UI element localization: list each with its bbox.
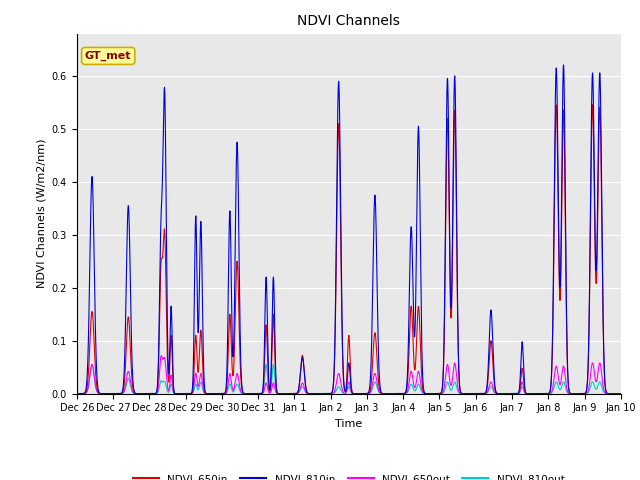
NDVI_810out [616, 391, 623, 396]
NDVI_810in [546, 390, 554, 396]
NDVI_810out [617, 391, 625, 396]
NDVI_650in [616, 391, 623, 396]
NDVI_650out [616, 391, 623, 396]
NDVI_650in [589, 102, 596, 108]
NDVI_810out [73, 391, 81, 396]
NDVI_650in [179, 391, 186, 396]
NDVI_650out [157, 353, 165, 359]
NDVI_810out [420, 391, 428, 396]
NDVI_810out [317, 391, 325, 396]
NDVI_650in [73, 391, 81, 396]
NDVI_810out [546, 391, 554, 396]
NDVI_650out [546, 391, 554, 396]
NDVI_810in [616, 391, 623, 396]
NDVI_650in [546, 390, 554, 396]
NDVI_650out [317, 391, 325, 396]
NDVI_650in [317, 391, 325, 396]
NDVI_810in [609, 391, 617, 396]
NDVI_650out [617, 391, 625, 396]
NDVI_650in [561, 159, 568, 165]
NDVI_810in [420, 388, 428, 394]
NDVI_650out [609, 391, 617, 396]
Y-axis label: NDVI Channels (W/m2/nm): NDVI Channels (W/m2/nm) [36, 139, 46, 288]
NDVI_650in [420, 390, 428, 396]
NDVI_810out [88, 361, 96, 367]
NDVI_810in [73, 391, 81, 396]
NDVI_650out [73, 391, 81, 396]
NDVI_810in [561, 123, 568, 129]
Text: GT_met: GT_met [85, 51, 131, 61]
Title: NDVI Channels: NDVI Channels [298, 14, 400, 28]
Line: NDVI_810out: NDVI_810out [77, 364, 621, 394]
NDVI_810in [559, 62, 567, 68]
NDVI_650out [420, 391, 428, 396]
NDVI_810in [617, 391, 625, 396]
Legend: NDVI_650in, NDVI_810in, NDVI_650out, NDVI_810out: NDVI_650in, NDVI_810in, NDVI_650out, NDV… [129, 470, 569, 480]
NDVI_810in [317, 391, 325, 396]
Line: NDVI_810in: NDVI_810in [77, 65, 621, 394]
NDVI_810out [609, 391, 617, 396]
Line: NDVI_650out: NDVI_650out [77, 356, 621, 394]
NDVI_650out [561, 368, 568, 374]
X-axis label: Time: Time [335, 419, 362, 429]
Line: NDVI_650in: NDVI_650in [77, 105, 621, 394]
NDVI_650in [617, 391, 625, 396]
NDVI_650in [609, 391, 617, 396]
NDVI_810out [561, 381, 568, 387]
